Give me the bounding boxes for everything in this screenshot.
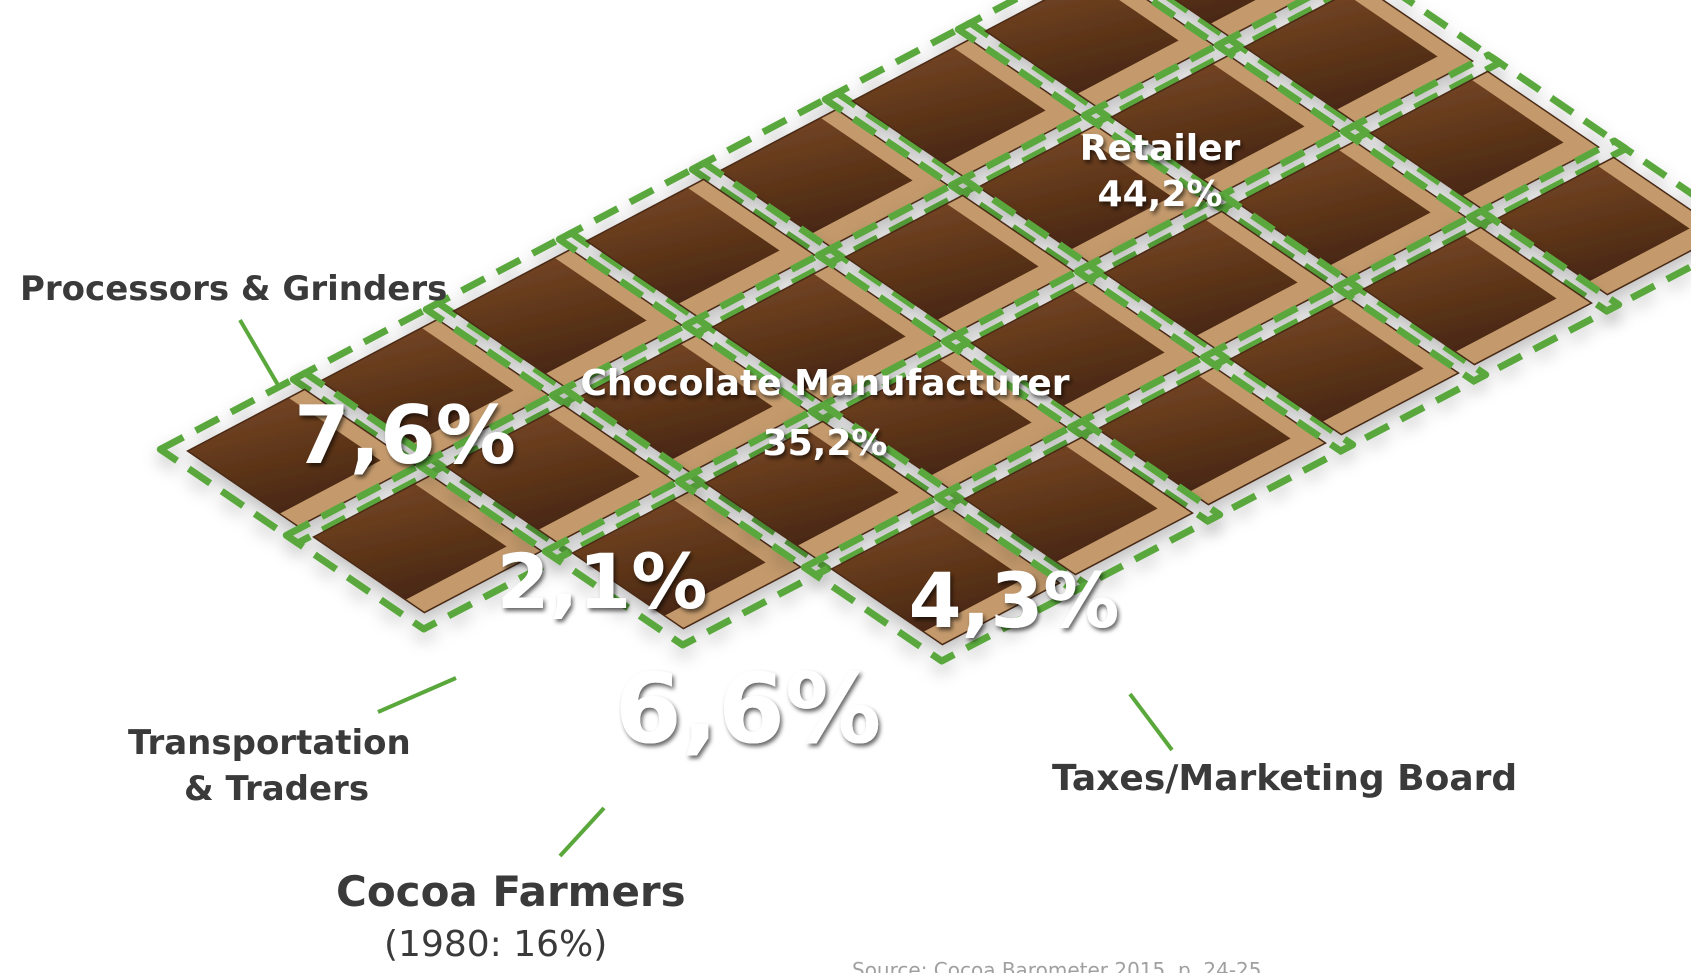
- chocolate-square: [1175, 0, 1256, 24]
- chocolate-square-edge: [984, 0, 1215, 108]
- segment-transportation-traders: [415, 385, 832, 649]
- chocolate-square-edge: [1495, 156, 1691, 296]
- cocoa-farmers-1980-label: (1980: 16%): [384, 924, 608, 965]
- chocolate-square-edge: [977, 124, 1208, 264]
- category-label-retailer: Retailer: [1080, 128, 1241, 169]
- transportation-leader: [377, 676, 457, 714]
- chocolate-square-edge: [970, 280, 1201, 420]
- segment-chocolate-manufacturer: [289, 159, 1623, 525]
- category-label-manufacturer: Chocolate Manufacturer: [580, 363, 1069, 404]
- processors-label: Processors & Grinders: [20, 269, 448, 309]
- chocolate-square: [1244, 0, 1438, 110]
- chocolate-square-edge: [1229, 296, 1460, 436]
- chocolate-square: [313, 483, 507, 600]
- chocolate-square: [712, 273, 906, 390]
- segment-cocoa-farmers: [674, 401, 1091, 665]
- chocolate-square: [852, 47, 1046, 164]
- chocolate-square: [320, 327, 514, 444]
- chocolate-square-edge: [844, 194, 1075, 334]
- chocolate-square-edge: [830, 506, 1061, 646]
- chocolate-square: [1111, 63, 1305, 180]
- value-label-manufacturer: 35,2%: [763, 423, 888, 464]
- chocolate-square-edge: [1369, 70, 1600, 210]
- chocolate-square: [971, 289, 1165, 406]
- chocolate-square-edge: [1243, 0, 1474, 124]
- chocolate-square-edge: [1110, 54, 1341, 194]
- chocolate-square: [1496, 165, 1690, 282]
- cocoa-farmers-leader: [558, 806, 606, 858]
- chocolate-square-edge: [585, 178, 816, 318]
- transportation-label-line2: & Traders: [184, 769, 370, 809]
- value-label-taxes: 4,3%: [909, 556, 1120, 645]
- chocolate-square: [1363, 235, 1557, 352]
- chocolate-square: [1370, 79, 1564, 196]
- chocolate-square: [831, 515, 1025, 632]
- chocolate-square: [187, 397, 381, 514]
- value-label-transport: 2,1%: [497, 537, 708, 626]
- chocolate-square-edge: [186, 388, 417, 528]
- chocolate-square: [1104, 219, 1298, 336]
- segment-retailer: [688, 0, 1691, 315]
- chocolate-square: [579, 343, 773, 460]
- taxes-leader: [1128, 692, 1174, 752]
- chocolate-square-edge: [312, 474, 543, 614]
- chocolate-square: [985, 0, 1179, 94]
- chocolate-square: [719, 117, 913, 234]
- chocolate-square-edge: [704, 420, 935, 560]
- transportation-label-line1: Transportation: [128, 723, 411, 763]
- value-label-processors: 7,6%: [294, 389, 516, 482]
- chocolate-square: [1237, 149, 1431, 266]
- processors-leader: [238, 318, 280, 387]
- chocolate-square-edge: [963, 436, 1194, 576]
- chocolate-square: [453, 257, 647, 374]
- chocolate-square-edge: [1362, 226, 1593, 366]
- chocolate-square-edge: [1096, 366, 1327, 506]
- chocolate-square: [586, 187, 780, 304]
- segment-dashed-border: [933, 417, 1224, 595]
- value-label-retailer: 44,2%: [1098, 174, 1223, 215]
- chocolate-square-edge: [851, 38, 1082, 178]
- chocolate-square-edge: [718, 108, 949, 248]
- chocolate-square-edge: [445, 404, 676, 544]
- chocolate-square: [845, 203, 1039, 320]
- segment-taxes-marketing-board: [933, 417, 1224, 595]
- source-note: Source: Cocoa Barometer 2015, p. 24-25: [852, 958, 1262, 973]
- chocolate-square-edge: [319, 318, 550, 458]
- taxes-label: Taxes/Marketing Board: [1052, 758, 1518, 799]
- chocolate-square: [572, 499, 766, 616]
- chocolate-square: [964, 445, 1158, 562]
- chocolate-square-edge: [571, 490, 802, 630]
- chocolate-square: [1230, 305, 1424, 422]
- segment-dashed-border: [1332, 207, 1623, 385]
- chocolate-square: [446, 413, 640, 530]
- cocoa-farmers-label: Cocoa Farmers: [336, 867, 686, 916]
- chocolate-square-edge: [578, 334, 809, 474]
- chocolate-square-edge: [837, 350, 1068, 490]
- chocolate-square: [978, 133, 1172, 250]
- chocolate-square-edge: [1103, 210, 1334, 350]
- chocolate-square: [705, 429, 899, 546]
- chocolate-square-edge: [1236, 140, 1467, 280]
- chocolate-square-edge: [1174, 0, 1301, 38]
- chocolate-square: [838, 359, 1032, 476]
- chocolate-square-edge: [711, 264, 942, 404]
- chocolate-square: [1097, 375, 1291, 492]
- chocolate-square-edge: [452, 248, 683, 388]
- value-label-farmers: 6,6%: [615, 653, 881, 765]
